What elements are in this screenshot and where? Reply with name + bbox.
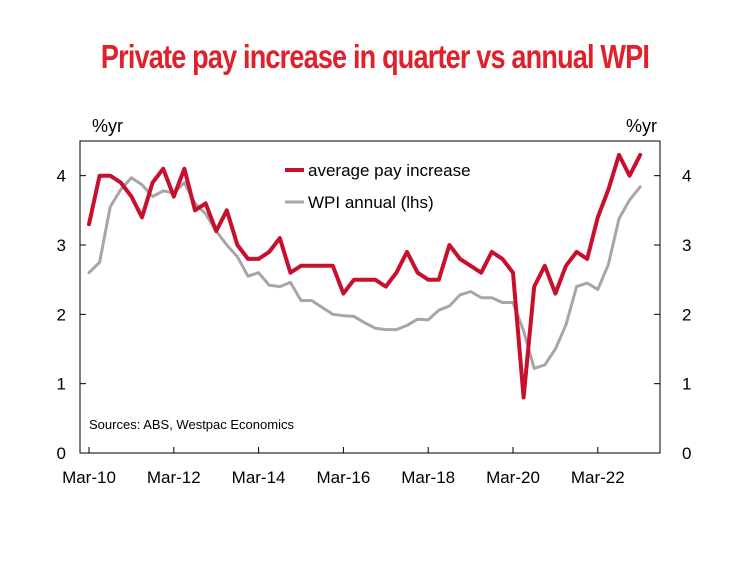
right-tick-label-1: 1: [682, 375, 691, 394]
left-axis: 0 1 2 3 4: [57, 167, 86, 463]
series-group: [87, 152, 643, 400]
right-axis: 0 1 2 3 4: [654, 167, 691, 463]
left-axis-unit: %yr: [92, 116, 123, 136]
legend: average pay increase WPI annual (lhs): [285, 161, 471, 212]
x-tick-label-4: Mar-18: [401, 468, 455, 487]
x-tick-label-5: Mar-20: [486, 468, 540, 487]
left-tick-label-4: 4: [57, 167, 66, 186]
x-tick-label-0: Mar-10: [62, 468, 116, 487]
right-tick-label-4: 4: [682, 167, 691, 186]
legend-label-average-pay: average pay increase: [308, 161, 471, 180]
x-tick-label-6: Mar-22: [571, 468, 625, 487]
right-tick-label-3: 3: [682, 236, 691, 255]
left-tick-label-1: 1: [57, 375, 66, 394]
series-line-average-pay-increase: [87, 152, 643, 400]
chart-title: Private pay increase in quarter vs annua…: [100, 38, 650, 75]
left-tick-label-2: 2: [57, 305, 66, 324]
x-axis: Mar-10 Mar-12 Mar-14 Mar-16 Mar-18 Mar-20 Mar-…: [62, 447, 625, 487]
source-note: Sources: ABS, Westpac Economics: [89, 417, 294, 432]
right-tick-label-2: 2: [682, 305, 691, 324]
plot-area-frame: [79, 140, 661, 454]
x-tick-label-2: Mar-14: [232, 468, 286, 487]
right-axis-unit: %yr: [626, 116, 657, 136]
x-tick-label-1: Mar-12: [147, 468, 201, 487]
series-line-wpi-annual: [87, 176, 642, 370]
right-tick-label-0: 0: [682, 444, 691, 463]
x-tick-label-3: Mar-16: [316, 468, 370, 487]
left-tick-label-0: 0: [57, 444, 66, 463]
left-tick-label-3: 3: [57, 236, 66, 255]
legend-label-wpi-annual: WPI annual (lhs): [308, 193, 434, 212]
